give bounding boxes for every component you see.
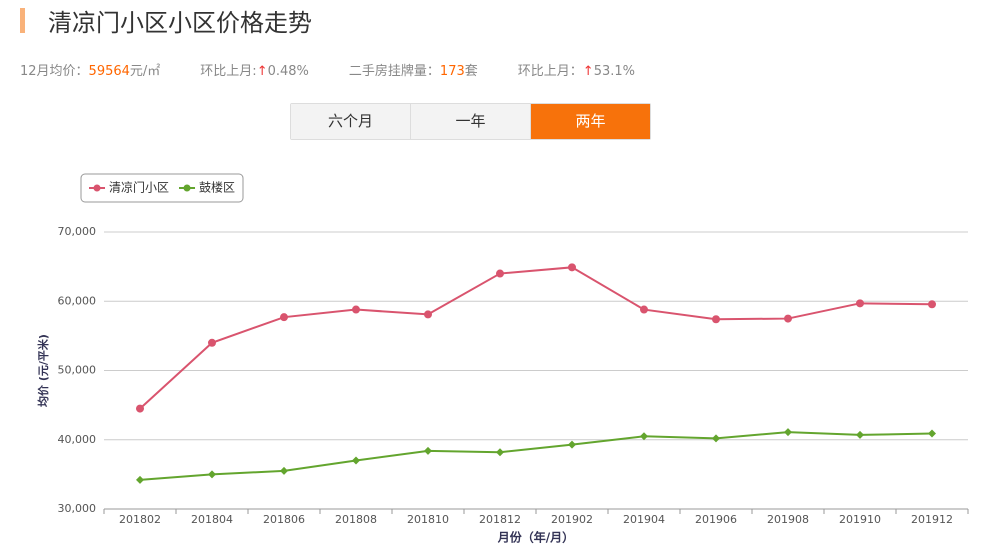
stat: 二手房挂牌量：173套 [349, 60, 478, 79]
tab[interactable]: 一年 [411, 104, 531, 139]
x-axis-label: 月份（年/月） [497, 530, 574, 545]
point [712, 315, 720, 324]
stat-label: 二手房挂牌量： [348, 64, 440, 79]
title-accent [20, 8, 25, 33]
x-tick-label: 201808 [335, 513, 377, 526]
y-tick-label: 60,000 [58, 294, 97, 307]
x-tick-label: 201902 [551, 513, 593, 526]
x-tick-label: 201806 [263, 513, 305, 526]
x-tick-label: 201904 [623, 513, 665, 526]
stat: 环比上月：↑53.1% [518, 60, 635, 79]
tabs: 六个月 一年 两年 [290, 103, 651, 140]
stat-unit: 套 [464, 64, 478, 79]
point [856, 299, 864, 308]
point [568, 263, 576, 272]
stat-label: 环比上月： [517, 64, 583, 79]
stat: 环比上月:↑0.48% [200, 60, 309, 79]
series-line [139, 431, 933, 481]
point [496, 448, 504, 457]
legend-marker [93, 184, 101, 192]
stat-value: 173 [439, 64, 465, 79]
x-tick-label: 201906 [695, 513, 737, 526]
stat-arrow: ↑ [582, 64, 594, 79]
legend-marker [183, 184, 191, 192]
y-tick-label: 70,000 [58, 225, 97, 238]
stat-value: 0.48% [267, 64, 309, 79]
y-tick-label: 40,000 [58, 433, 97, 446]
point [928, 429, 936, 438]
y-axis-label: 均价 (元/平米) [36, 334, 50, 407]
stat: 12月均价：59564元/㎡ [20, 60, 160, 79]
x-tick-label: 201910 [839, 513, 881, 526]
point [352, 305, 360, 314]
x-tick-label: 201908 [767, 513, 809, 526]
point [352, 456, 360, 465]
point [280, 466, 288, 475]
stat-label: 12月均价： [20, 64, 89, 79]
point [784, 314, 792, 323]
tab[interactable]: 两年 [531, 104, 650, 139]
point [640, 305, 648, 314]
point [280, 313, 288, 322]
legend-label: 清凉门小区 [109, 180, 169, 195]
x-tick-label: 201804 [191, 513, 233, 526]
y-tick-label: 50,000 [58, 364, 97, 377]
point [496, 269, 504, 278]
stat-unit: 元/㎡ [129, 64, 161, 79]
point [424, 446, 432, 455]
series-line [139, 266, 933, 410]
point [784, 428, 792, 437]
x-tick-label: 201810 [407, 513, 449, 526]
point [568, 440, 576, 449]
point [928, 300, 936, 309]
point [712, 434, 720, 443]
stat-label: 环比上月: [200, 64, 257, 79]
legend-label: 鼓楼区 [199, 180, 235, 195]
point [136, 404, 144, 413]
stat-value: 53.1% [593, 64, 635, 79]
point [424, 310, 432, 319]
x-tick-label: 201812 [479, 513, 521, 526]
stat-value: 59564 [88, 64, 130, 79]
y-tick-label: 30,000 [58, 502, 97, 515]
x-tick-label: 201802 [119, 513, 161, 526]
point [208, 470, 216, 479]
stats: 12月均价：59564元/㎡ 环比上月:↑0.48% 二手房挂牌量：173套 环比上月… [20, 60, 675, 79]
tab[interactable]: 六个月 [291, 104, 411, 139]
point [136, 475, 144, 484]
point [208, 338, 216, 347]
page-title: 清凉门小区小区价格走势 [48, 9, 312, 37]
legend-box [80, 173, 244, 203]
point [640, 432, 648, 441]
x-tick-label: 201912 [911, 513, 953, 526]
point [856, 430, 864, 439]
stat-arrow: ↑ [256, 64, 268, 79]
